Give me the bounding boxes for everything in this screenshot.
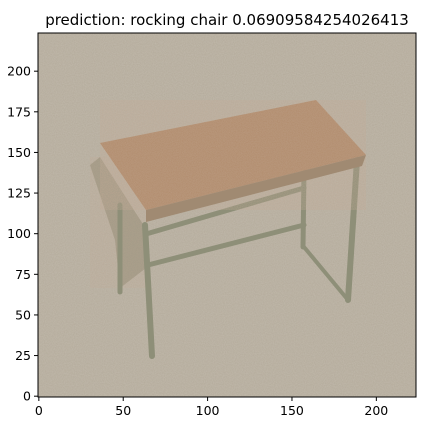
chart-title: prediction: rocking chair 0.069095842540… [45,11,409,29]
table-top-texture [100,100,366,210]
x-tick-label: 0 [35,403,43,418]
y-tick-label: 75 [15,267,31,282]
leg-front-right [345,157,360,303]
y-axis-ticks: 0 25 50 75 100 125 150 175 200 [7,64,38,404]
x-tick-label: 200 [364,403,388,418]
y-tick-label: 100 [7,226,31,241]
y-tick-label: 50 [15,307,31,322]
rail-lower [145,222,307,268]
x-tick-label: 150 [280,403,304,418]
y-tick-label: 25 [15,348,31,363]
x-tick-label: 50 [115,403,131,418]
table-legs [117,157,360,359]
y-tick-label: 0 [23,389,31,404]
table-top-edge [146,155,366,222]
plot-frame [37,32,417,398]
y-tick-label: 200 [7,64,31,79]
image-noise [38,33,416,397]
rail-bottom [302,245,350,302]
leg-front-left [142,222,155,359]
x-tick-label: 100 [196,403,220,418]
y-tick-label: 175 [7,104,31,119]
leg-back-right [300,167,307,250]
x-axis-ticks: 0 50 100 150 200 [35,397,388,418]
image-content [38,33,416,397]
y-tick-label: 150 [7,145,31,160]
y-tick-label: 125 [7,186,31,201]
rail-upper [143,185,307,237]
